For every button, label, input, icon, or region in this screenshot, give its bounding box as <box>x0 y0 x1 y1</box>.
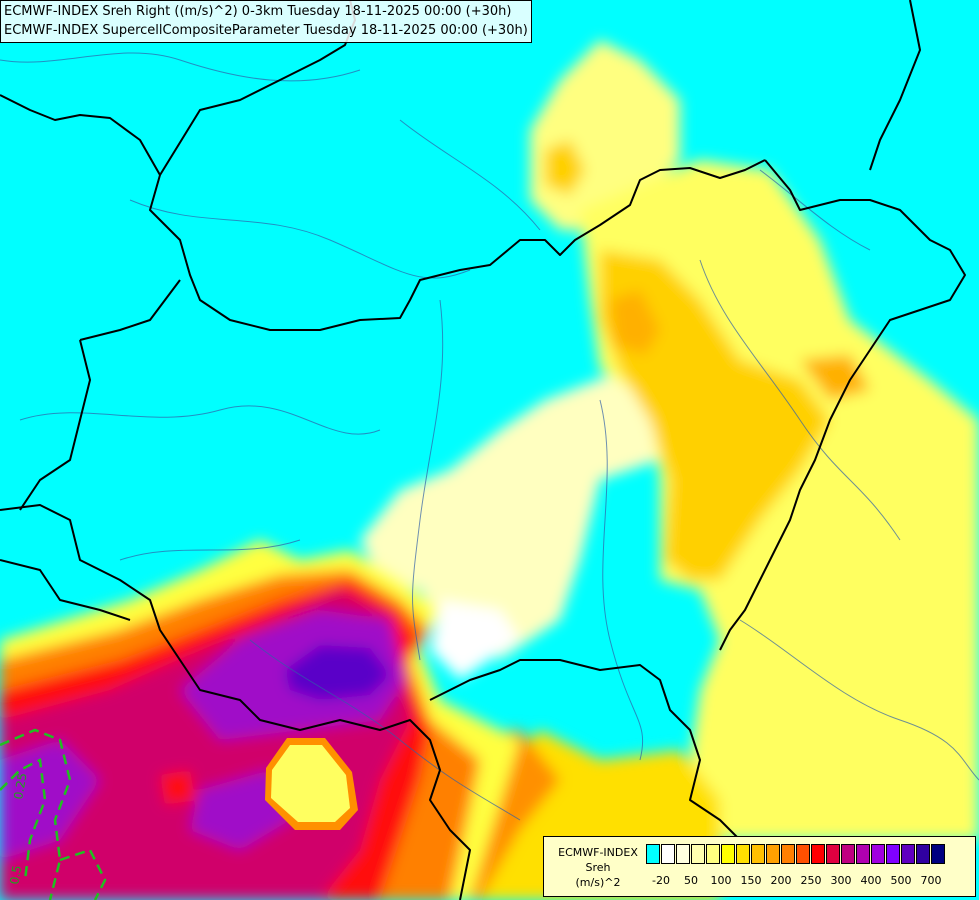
legend-swatch <box>661 844 675 864</box>
scp-contour-label-1: 0.25 <box>11 772 29 801</box>
legend-swatch <box>886 844 900 864</box>
legend-tick-label: 700 <box>920 874 942 887</box>
legend-ticks: -20 50 100 150 200 250 300 400 500 700 <box>646 874 971 889</box>
legend-title-source: ECMWF-INDEX <box>558 846 638 859</box>
legend-swatch <box>931 844 945 864</box>
border-east-north <box>869 0 921 171</box>
legend-swatch <box>691 844 705 864</box>
legend-swatch <box>916 844 930 864</box>
legend-title: ECMWF-INDEX Sreh (m/s)^2 <box>550 845 646 890</box>
field-east-orange-2 <box>800 355 870 400</box>
legend-tick-label: 250 <box>800 874 822 887</box>
legend-swatch <box>751 844 765 864</box>
scp-contour-label-2: 0.5 <box>7 864 24 885</box>
legend-swatch <box>736 844 750 864</box>
legend-swatch <box>706 844 720 864</box>
legend-swatch <box>646 844 660 864</box>
border-hungary-slovakia <box>429 659 741 841</box>
legend-swatch <box>871 844 885 864</box>
legend-tick-label: -20 <box>652 874 670 887</box>
legend-tick-label: 500 <box>890 874 912 887</box>
legend-swatch <box>811 844 825 864</box>
legend-tick-label: 150 <box>740 874 762 887</box>
legend-swatch <box>781 844 795 864</box>
legend-swatch <box>856 844 870 864</box>
legend-swatch <box>796 844 810 864</box>
color-legend: ECMWF-INDEX Sreh (m/s)^2 -20 50 100 150 200 2… <box>543 836 976 897</box>
scp-contour-outer <box>0 728 72 900</box>
field-pale-central <box>360 375 660 660</box>
legend-swatch <box>766 844 780 864</box>
legend-swatch <box>721 844 735 864</box>
border-austria-hungary <box>0 504 471 900</box>
legend-tick-label: 300 <box>830 874 852 887</box>
legend-swatch <box>826 844 840 864</box>
border-germany-poland-czech <box>0 94 766 331</box>
legend-tick-label: 50 <box>684 874 698 887</box>
field-white-band <box>430 600 520 680</box>
header-title-scp: ECMWF-INDEX SupercellCompositeParameter … <box>4 23 528 38</box>
legend-tick-label: 100 <box>710 874 732 887</box>
field-east-orange <box>610 290 660 355</box>
scp-contour-inner <box>0 758 47 881</box>
supercell-contours <box>0 728 107 900</box>
header-title-sreh: ECMWF-INDEX Sreh Right ((m/s)^2) 0-3km T… <box>4 4 512 19</box>
field-sw-purple-2 <box>0 740 100 860</box>
legend-swatch <box>676 844 690 864</box>
border-southwest <box>0 559 131 621</box>
field-sw-purple-3 <box>190 770 290 850</box>
rivers <box>0 52 979 821</box>
field-north-orange-blob <box>545 140 585 195</box>
legend-tick-label: 400 <box>860 874 882 887</box>
legend-swatch <box>841 844 855 864</box>
border-west <box>19 279 181 511</box>
legend-swatches <box>646 844 946 864</box>
legend-title-unit: (m/s)^2 <box>575 876 621 889</box>
helicity-field <box>0 40 979 900</box>
border-ukraine-romania <box>719 159 966 651</box>
field-sw-red-spot <box>160 770 195 805</box>
legend-swatch <box>901 844 915 864</box>
legend-title-variable: Sreh <box>585 861 611 874</box>
legend-tick-label: 200 <box>770 874 792 887</box>
scp-contour-south <box>59 848 107 900</box>
field-helicity-max <box>285 645 390 700</box>
map-header: ECMWF-INDEX Sreh Right ((m/s)^2) 0-3km T… <box>0 0 532 43</box>
field-yellow-hole-core <box>271 745 350 822</box>
